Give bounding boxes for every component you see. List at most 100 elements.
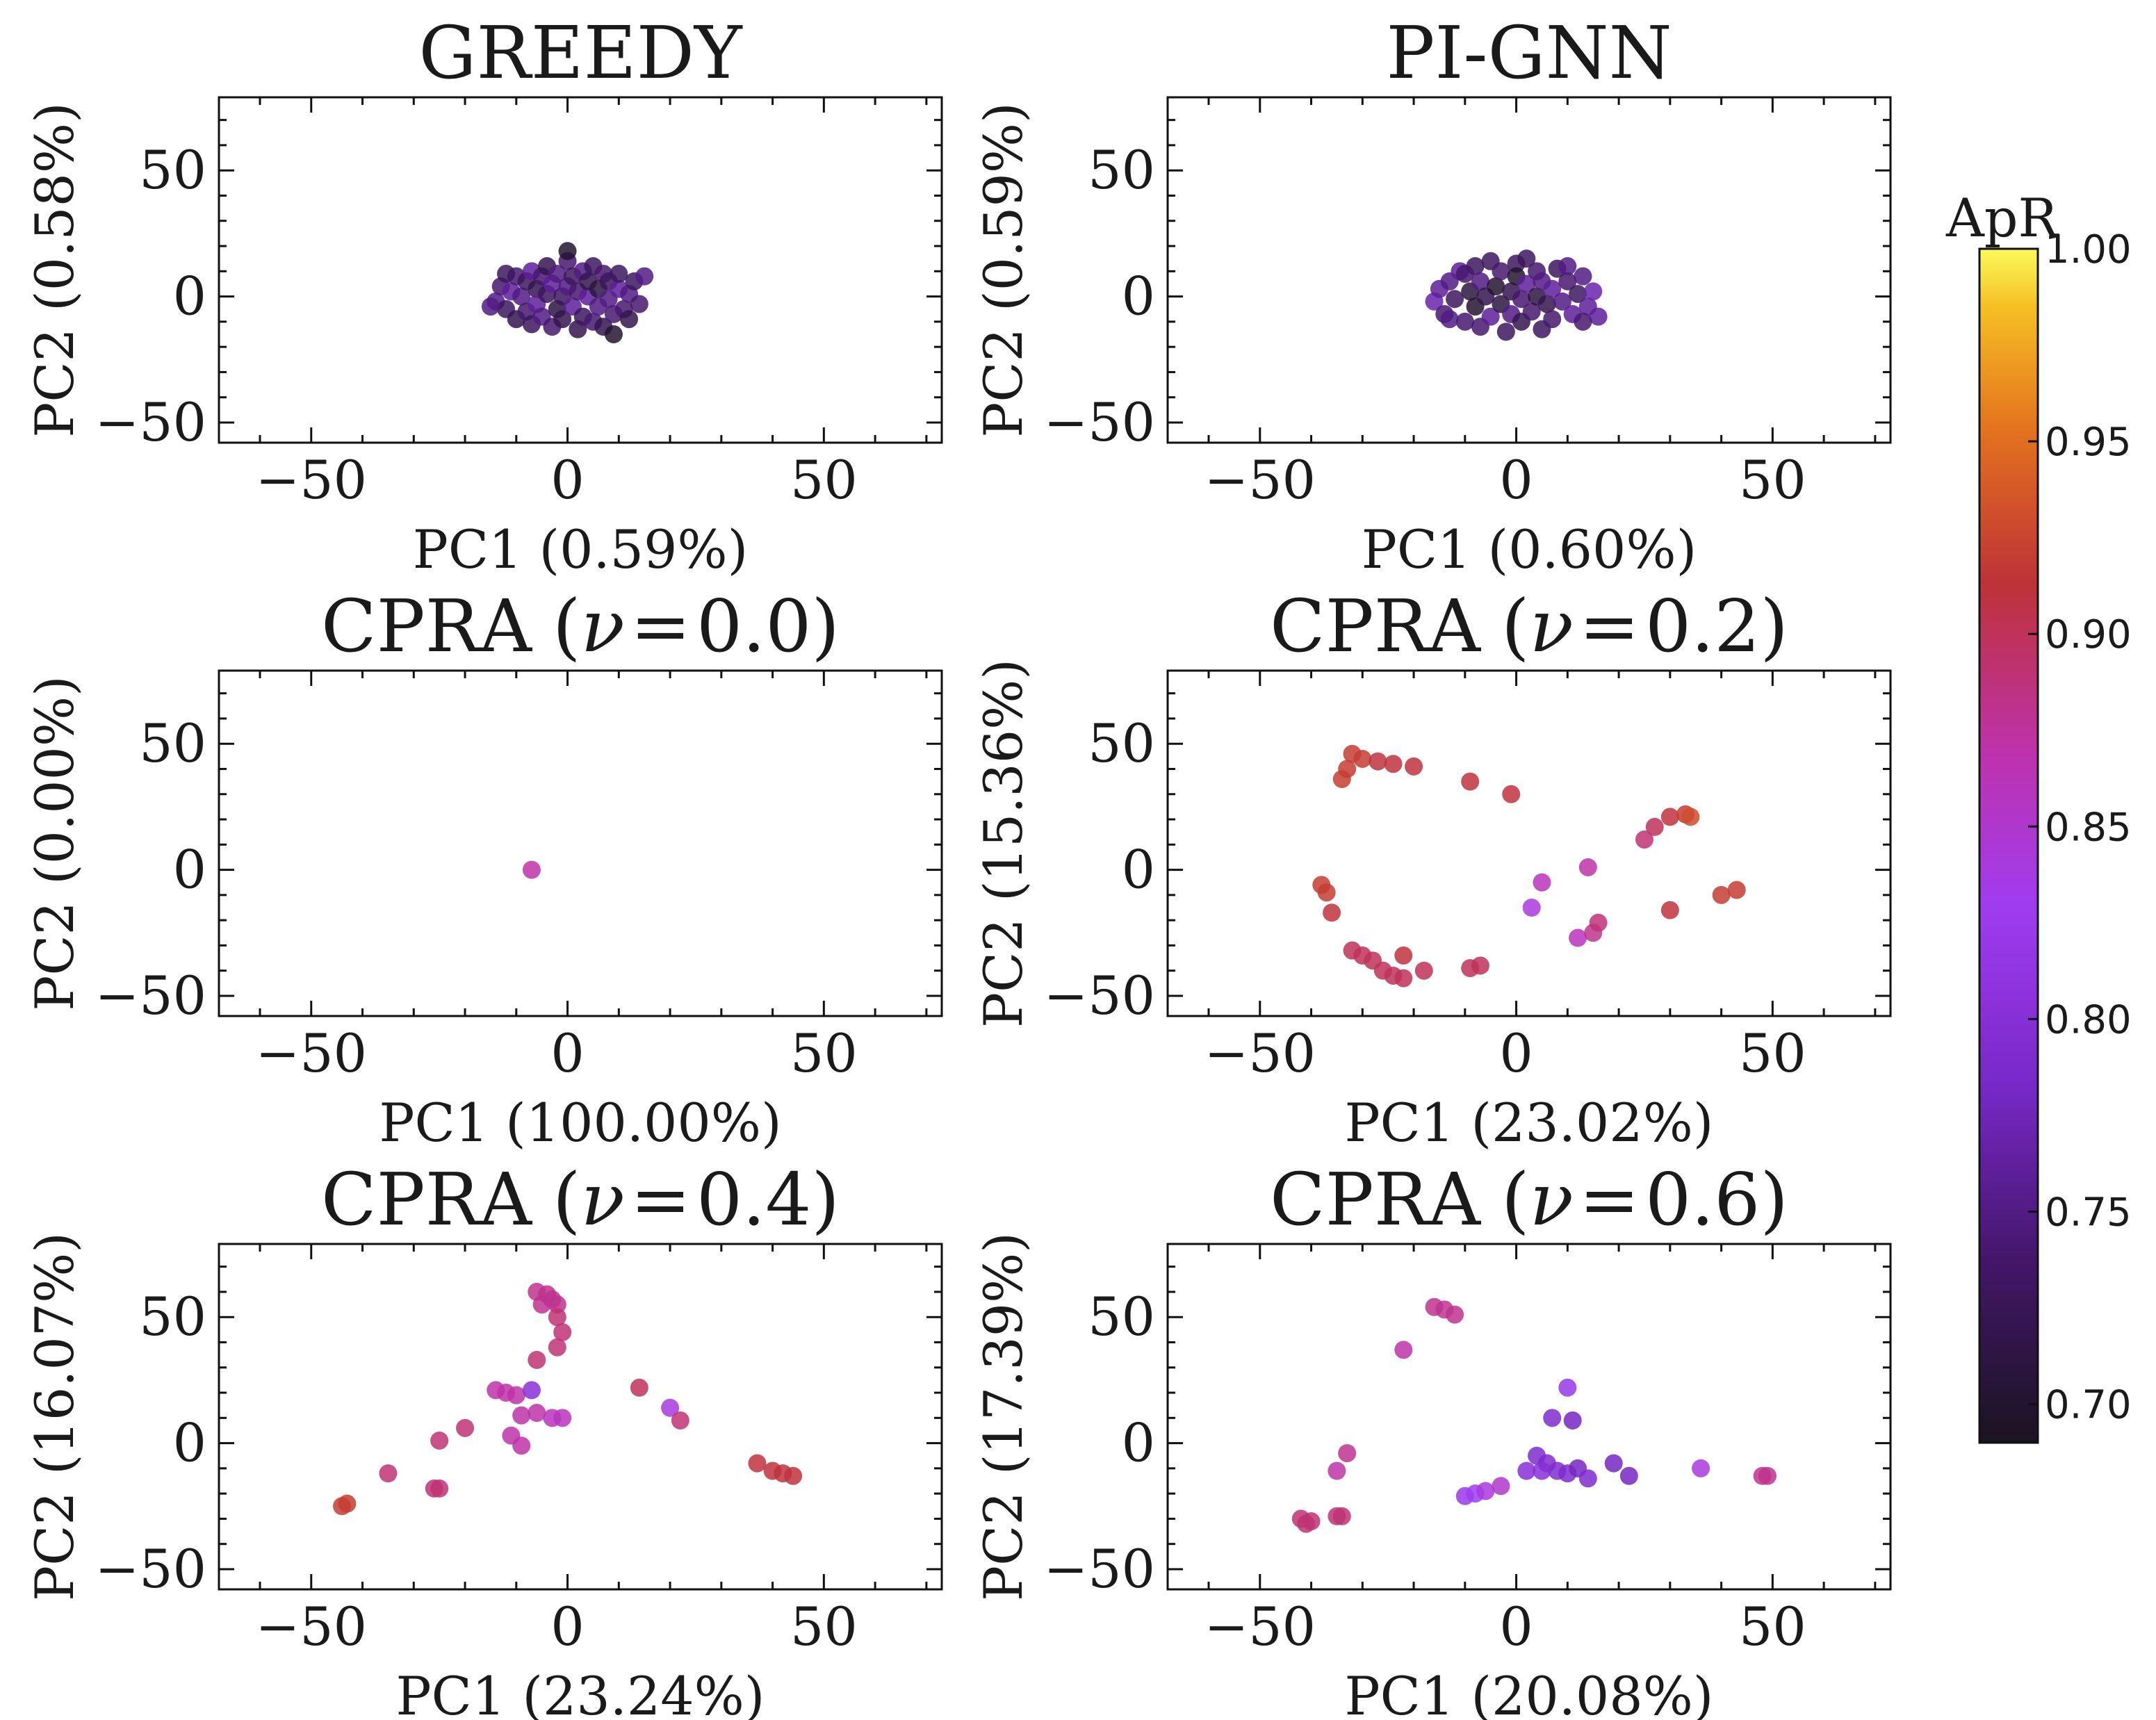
y-tick-label: 50 bbox=[1088, 139, 1155, 201]
y-tick-label: 0 bbox=[1122, 839, 1155, 901]
y-tick-label: −50 bbox=[95, 965, 206, 1026]
colorbar: ApR 1.00 0.95 0.90 0.85 0.80 0.75 0.70 bbox=[1945, 187, 2132, 1444]
scatter-point bbox=[512, 287, 531, 306]
x-tick-label: 50 bbox=[790, 1596, 858, 1657]
scatter-point bbox=[338, 1494, 357, 1513]
subplot-title: PI-GNN bbox=[1386, 10, 1672, 95]
scatter-point bbox=[1471, 956, 1489, 975]
y-tick-label: −50 bbox=[95, 391, 206, 453]
scatter-point bbox=[1619, 1466, 1638, 1485]
subplot-title-nu: ν bbox=[1530, 584, 1574, 669]
subplot-title-open: ( bbox=[553, 584, 581, 669]
scatter-point bbox=[1471, 272, 1489, 290]
subplot-title-close: ) bbox=[811, 584, 840, 669]
scatter-point bbox=[1476, 1482, 1495, 1500]
scatter-point bbox=[1558, 257, 1577, 276]
scatter-point bbox=[430, 1479, 449, 1498]
axes-frame bbox=[1166, 96, 1892, 444]
scatter-point bbox=[1537, 295, 1556, 313]
y-tick-label: 0 bbox=[1122, 1412, 1155, 1474]
scatter-point bbox=[548, 1295, 566, 1314]
scatter-point bbox=[1574, 267, 1592, 286]
axes-frame bbox=[1166, 669, 1892, 1017]
scatter-point bbox=[1414, 961, 1433, 980]
y-axis-label: PC2 (17.39%) bbox=[972, 1232, 1034, 1601]
subplot-1: GREEDY −50 0 50 −50 0 50 PC1 (0.59%) PC2 (0.58%) bbox=[24, 10, 943, 580]
y-tick-label: 0 bbox=[1122, 265, 1155, 327]
x-axis-label: PC1 (0.59%) bbox=[413, 518, 749, 580]
subplot-title-open: ( bbox=[553, 1157, 581, 1242]
scatter-point bbox=[1604, 1454, 1623, 1473]
x-axis-label: PC1 (0.60%) bbox=[1362, 518, 1697, 580]
colorbar-tick-label: 0.85 bbox=[2045, 805, 2132, 850]
subplot-title-equals: = bbox=[1579, 1157, 1640, 1242]
scatter-point bbox=[620, 310, 639, 329]
scatter-point bbox=[1405, 757, 1423, 776]
subplot-title-prefix: CPRA bbox=[1270, 1157, 1482, 1242]
scatter-point bbox=[1317, 883, 1336, 902]
colorbar-scale bbox=[1978, 247, 2039, 1444]
y-tick-label: −50 bbox=[95, 1538, 206, 1600]
scatter-point bbox=[610, 264, 628, 283]
x-tick-label: 50 bbox=[790, 1022, 858, 1084]
y-tick-label: 50 bbox=[139, 139, 206, 201]
scatter-point bbox=[1492, 262, 1510, 281]
subplot-title-equals: = bbox=[1579, 584, 1640, 669]
scatter-point bbox=[430, 1431, 449, 1450]
scatter-point bbox=[522, 860, 541, 879]
axes-frame bbox=[218, 669, 943, 1017]
subplot-title-nu: ν bbox=[581, 584, 625, 669]
scatter-point bbox=[1563, 1411, 1582, 1430]
scatter-point bbox=[1461, 772, 1480, 791]
scatter-points bbox=[481, 242, 654, 344]
subplot-2: PI-GNN −50 0 50 −50 0 50 PC1 (0.60%) PC2 (0.59%) bbox=[972, 10, 1892, 580]
y-tick-label: −50 bbox=[1044, 965, 1155, 1026]
scatter-point bbox=[1481, 307, 1500, 326]
x-tick-label: −50 bbox=[1204, 1022, 1316, 1084]
subplot-4: CPRA (ν=0.2) −50 0 50 −50 0 50 PC1 (23.02%) PC2 (… bbox=[972, 584, 1892, 1154]
subplot-title: CPRA (ν=0.4) bbox=[321, 1157, 840, 1242]
x-tick-label: 0 bbox=[550, 1022, 584, 1084]
scatter-point bbox=[512, 1436, 531, 1455]
scatter-point bbox=[1394, 946, 1413, 965]
scatter-point bbox=[1487, 277, 1505, 296]
colorbar-tick-label: 0.95 bbox=[2045, 420, 2132, 465]
scatter-point bbox=[1394, 1341, 1413, 1359]
scatter-point bbox=[1558, 272, 1577, 290]
scatter-point bbox=[1578, 1469, 1597, 1488]
scatter-points bbox=[522, 860, 541, 879]
scatter-point bbox=[1302, 1512, 1321, 1531]
scatter-point bbox=[512, 1406, 531, 1425]
y-axis-label: PC2 (15.36%) bbox=[972, 659, 1034, 1028]
x-tick-label: 50 bbox=[1739, 1596, 1806, 1657]
scatter-point bbox=[553, 1322, 572, 1341]
scatter-point bbox=[1635, 830, 1653, 849]
x-tick-label: 0 bbox=[1499, 1022, 1533, 1084]
x-axis-label: PC1 (100.00%) bbox=[379, 1092, 781, 1154]
scatter-point bbox=[1502, 785, 1521, 803]
scatter-points bbox=[1291, 1297, 1777, 1533]
scatter-point bbox=[528, 1404, 546, 1423]
subplot-title-close: ) bbox=[1760, 1157, 1788, 1242]
colorbar-tick-label: 1.00 bbox=[2045, 227, 2132, 272]
x-tick-label: −50 bbox=[256, 449, 367, 511]
subplot-title: CPRA (ν=0.6) bbox=[1270, 1157, 1788, 1242]
subplot-title-nu-value: 0.0 bbox=[696, 584, 811, 669]
scatter-point bbox=[1727, 881, 1746, 899]
scatter-point bbox=[1384, 755, 1403, 773]
scatter-point bbox=[532, 1295, 551, 1314]
scatter-point bbox=[1692, 1459, 1710, 1477]
colorbar-tick-label: 0.90 bbox=[2045, 612, 2132, 657]
scatter-point bbox=[1660, 808, 1679, 826]
y-tick-label: 0 bbox=[173, 839, 206, 901]
scatter-point bbox=[784, 1466, 803, 1485]
y-tick-label: 0 bbox=[173, 265, 206, 327]
scatter-point bbox=[1522, 302, 1541, 321]
scatter-point bbox=[1332, 1507, 1351, 1525]
x-axis-label: PC1 (23.24%) bbox=[396, 1665, 765, 1720]
x-tick-label: −50 bbox=[256, 1022, 367, 1084]
x-tick-label: 0 bbox=[1499, 1596, 1533, 1657]
scatter-point bbox=[1584, 282, 1603, 301]
